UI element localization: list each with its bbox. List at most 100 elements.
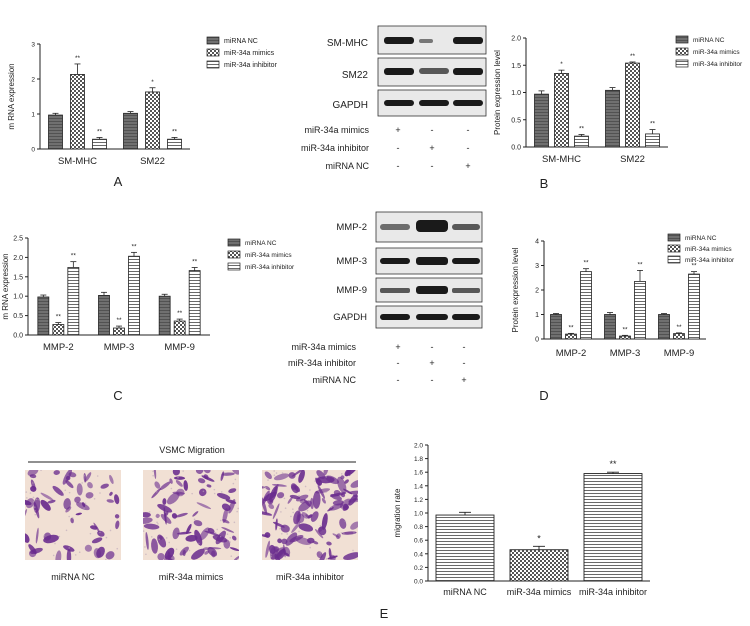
significance-mark: **: [630, 53, 636, 60]
y-tick-label: 0: [31, 147, 35, 154]
condition-sign: +: [429, 143, 434, 153]
y-tick-label: 0.5: [511, 117, 521, 124]
legend-swatch: [667, 244, 681, 253]
bar: [580, 271, 592, 340]
condition-sign: -: [397, 143, 400, 153]
bar: [37, 296, 50, 336]
bar: [673, 333, 685, 340]
panel-letter: E: [380, 606, 389, 621]
legend-swatch: [227, 250, 241, 259]
significance-mark: **: [691, 263, 697, 270]
legend-label: miR-34a mimics: [693, 49, 740, 56]
condition-sign: +: [395, 342, 400, 352]
condition-sign: -: [431, 161, 434, 171]
bar: [173, 320, 186, 336]
condition-sign: +: [395, 125, 400, 135]
legend-label: miRNA NC: [224, 38, 258, 45]
migration-image: [25, 470, 121, 560]
condition-label: miR-34a mimics: [291, 342, 356, 352]
category-label: SM22: [140, 156, 165, 167]
blot-row-label: MMP-2: [336, 222, 367, 233]
y-axis-label: m RNA expression: [1, 253, 10, 319]
western-blot-d: [375, 211, 483, 329]
bar: [128, 255, 140, 336]
significance-mark: *: [560, 61, 563, 68]
legend-label: miR-34a mimics: [224, 50, 275, 57]
legend-label: miR-34a inhibitor: [245, 264, 295, 271]
significance-mark: **: [583, 260, 589, 267]
y-tick-label: 0: [535, 337, 539, 344]
condition-sign: +: [465, 161, 470, 171]
bar: [619, 335, 631, 340]
condition-sign: -: [431, 375, 434, 385]
image-label: miR-34a inhibitor: [276, 572, 344, 582]
panel-letter: D: [539, 388, 548, 403]
bar: [167, 138, 182, 150]
significance-mark: **: [650, 121, 656, 128]
y-tick-label: 2.0: [414, 443, 423, 450]
category-label: miRNA NC: [443, 587, 487, 597]
bar: [48, 114, 63, 150]
condition-label: miR-34a mimics: [304, 125, 369, 135]
legend-label: miRNA NC: [245, 240, 277, 247]
stained-cells: [143, 470, 239, 560]
legend-swatch: [227, 262, 241, 271]
condition-label: miR-34a inhibitor: [301, 143, 369, 153]
bar: [188, 270, 201, 336]
legend-label: miR-34a inhibitor: [693, 61, 743, 68]
y-tick-label: 0.0: [414, 579, 423, 586]
bar: [92, 138, 107, 150]
panel-letter: B: [540, 176, 549, 191]
significance-mark: **: [609, 459, 617, 469]
blot-row-label: SM22: [342, 70, 369, 81]
bar: [583, 473, 643, 582]
chart-d: 0 1 2 3 4 Protein expression level ** ** MMP-2 **…: [511, 233, 735, 359]
legend-swatch: [227, 238, 241, 247]
chart-b: 0.0 0.5 1.0 1.5 2.0 Protein expression level *…: [493, 36, 743, 166]
condition-sign: -: [467, 143, 470, 153]
legend-swatch: [675, 47, 689, 56]
significance-mark: **: [177, 310, 183, 317]
western-blot-b: [377, 25, 487, 117]
condition-label: miRNA NC: [325, 161, 369, 171]
significance-mark: **: [676, 324, 682, 331]
category-label: MMP-3: [610, 348, 641, 359]
blot-row-label: MMP-3: [336, 256, 367, 267]
blot-bands: [380, 220, 480, 320]
y-axis-label: Protein expression level: [493, 50, 502, 135]
condition-label: miRNA NC: [312, 375, 356, 385]
legend-swatch: [206, 60, 220, 69]
category-label: SM22: [620, 154, 645, 165]
y-tick-label: 2.0: [511, 36, 521, 43]
legend-swatch: [667, 233, 681, 242]
y-tick-label: 1.4: [414, 483, 423, 490]
condition-sign: -: [431, 125, 434, 135]
y-tick-label: 0.8: [414, 524, 423, 531]
condition-label: miR-34a inhibitor: [288, 358, 356, 368]
category-label: MMP-2: [43, 342, 74, 353]
bar: [113, 327, 125, 336]
y-tick-label: 1.5: [13, 274, 23, 281]
y-tick-label: 2.0: [13, 255, 23, 262]
significance-mark: **: [116, 317, 122, 324]
bar: [634, 281, 646, 340]
legend-label: miR-34a mimics: [245, 252, 292, 259]
legend-swatch: [206, 48, 220, 57]
y-tick-label: 0.0: [13, 333, 23, 340]
bar: [52, 324, 65, 336]
y-tick-label: 1: [31, 112, 35, 119]
chart-c: 0.0 0.5 1.0 1.5 2.0 2.5 m RNA expression ** ** MM…: [1, 236, 295, 354]
y-tick-label: 2.5: [13, 236, 23, 243]
y-tick-label: 1.5: [511, 63, 521, 70]
chart-e: 0.0 0.2 0.4 0.6 0.8 1.0 1.2 1.4 1.6 1.8 2.0 migrati…: [393, 443, 650, 597]
legend-label: miR-34a inhibitor: [224, 62, 278, 69]
significance-mark: **: [172, 128, 178, 135]
bar: [70, 74, 85, 150]
significance-mark: **: [637, 261, 643, 268]
significance-mark: **: [75, 55, 81, 62]
significance-mark: **: [192, 258, 198, 265]
y-tick-label: 4: [535, 239, 539, 246]
significance-mark: **: [568, 324, 574, 331]
stained-cells: [25, 470, 120, 560]
